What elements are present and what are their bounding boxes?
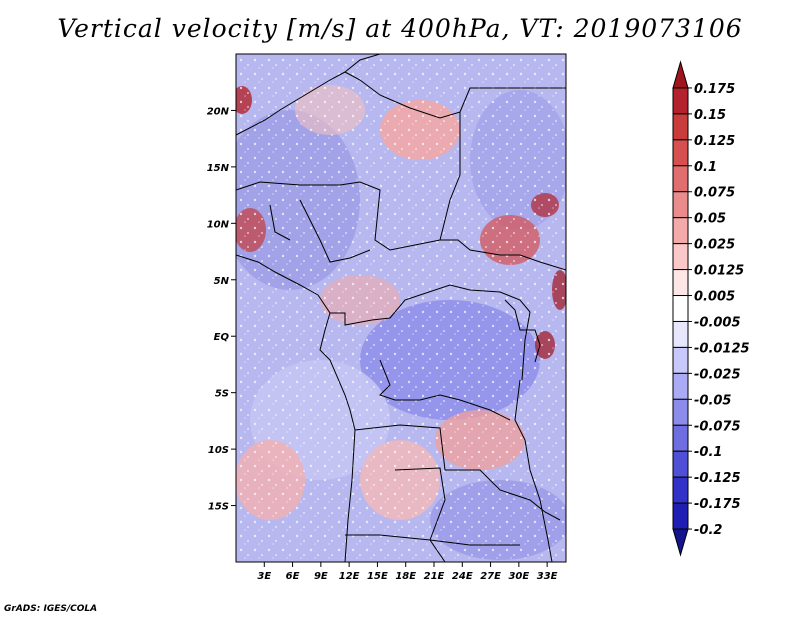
lon-tick-label: 21E	[424, 571, 445, 582]
colorbar-label: 0.005	[694, 290, 735, 305]
lon-tick-label: 33E	[537, 571, 558, 582]
colorbar-segment	[672, 243, 689, 271]
colorbar-segment	[672, 165, 689, 193]
colorbar-segment	[672, 113, 689, 141]
colorbar-segment	[672, 269, 689, 297]
lat-tick-label: 10S	[208, 445, 229, 456]
colorbar-label: -0.0125	[694, 341, 750, 356]
colorbar-segment	[672, 398, 689, 426]
longitude-ticks: 3E 6E 9E 12E 15E 18E 21E 24E 27E 30E 33E	[257, 562, 558, 582]
lat-tick-label: 20N	[207, 106, 230, 117]
velocity-field	[236, 54, 566, 562]
colorbar-segment	[672, 217, 689, 245]
colorbar-label: 0.175	[694, 82, 735, 97]
colorbar-label: -0.175	[694, 497, 741, 512]
lon-tick-label: 30E	[508, 571, 529, 582]
colorbar-segment	[672, 424, 689, 452]
lon-tick-label: 18E	[395, 571, 416, 582]
lon-tick-label: 6E	[286, 571, 300, 582]
colorbar-label: -0.075	[694, 419, 741, 434]
colorbar-label: 0.025	[694, 238, 735, 253]
lat-tick-label: 10N	[207, 219, 230, 230]
lon-tick-label: 12E	[339, 571, 360, 582]
colorbar: 0.175 0.15 0.125 0.1 0.075 0.05 0.025 0.0125 0.0…	[672, 60, 750, 557]
lon-tick-label: 24E	[452, 571, 473, 582]
colorbar-segment	[672, 476, 689, 504]
colorbar-label: -0.025	[694, 367, 741, 382]
country-borders	[236, 54, 566, 562]
lon-tick-label: 9E	[314, 571, 328, 582]
map-frame	[235, 53, 567, 563]
lat-tick-label: 15N	[207, 163, 230, 174]
colorbar-segment	[672, 139, 689, 167]
lon-tick-label: 15E	[367, 571, 388, 582]
colorbar-label: 0.05	[694, 212, 726, 227]
lat-tick-label: 15S	[208, 502, 229, 513]
lat-tick-label: 5N	[214, 276, 230, 287]
colorbar-segment	[672, 295, 689, 322]
colorbar-segment	[672, 528, 689, 557]
colorbar-label: 0.1	[694, 160, 717, 175]
lat-tick-label: EQ	[214, 332, 230, 343]
colorbar-label: -0.2	[694, 523, 722, 538]
lon-tick-label: 3E	[257, 571, 271, 582]
colorbar-label: 0.0125	[694, 264, 744, 279]
grads-credit: GrADS: IGES/COLA	[4, 604, 98, 614]
colorbar-segment	[672, 346, 689, 374]
colorbar-segment	[672, 87, 689, 115]
map-title: Vertical velocity [m/s] at 400hPa, VT: 2…	[57, 14, 743, 43]
colorbar-label: -0.1	[694, 445, 722, 460]
colorbar-segment	[672, 450, 689, 478]
colorbar-label: -0.05	[694, 393, 731, 408]
colorbar-label: -0.125	[694, 471, 741, 486]
colorbar-label: 0.15	[694, 108, 726, 123]
colorbar-segment	[672, 60, 689, 89]
colorbar-label: -0.005	[694, 315, 741, 330]
colorbar-segment	[672, 502, 689, 530]
colorbar-segment	[672, 191, 689, 219]
lon-tick-label: 27E	[480, 571, 501, 582]
colorbar-segment	[672, 372, 689, 400]
lat-tick-label: 5S	[215, 389, 229, 400]
colorbar-label: 0.125	[694, 134, 735, 149]
colorbar-segment	[672, 320, 689, 348]
colorbar-label: 0.075	[694, 186, 735, 201]
latitude-ticks: 20N 15N 10N 5N EQ 5S 10S 15S	[207, 106, 236, 513]
